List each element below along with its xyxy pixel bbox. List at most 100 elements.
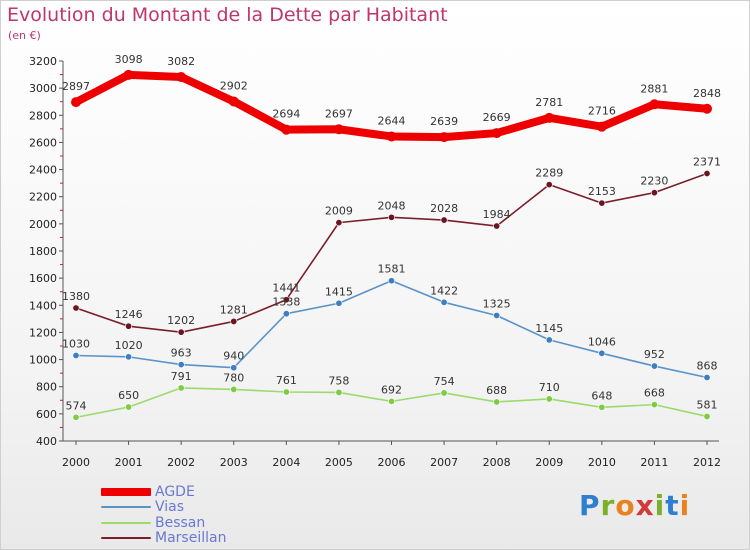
data-point-bessan bbox=[598, 403, 606, 411]
data-point-agde bbox=[491, 128, 502, 139]
legend-item-agde: AGDE bbox=[101, 484, 226, 500]
data-label-bessan: 668 bbox=[644, 387, 665, 400]
data-point-bessan bbox=[125, 403, 133, 411]
data-point-bessan bbox=[703, 412, 711, 420]
data-label-marseillan: 2048 bbox=[378, 199, 406, 212]
data-label-agde: 3082 bbox=[167, 55, 195, 68]
y-tick-label: 2800 bbox=[29, 109, 57, 122]
data-label-vias: 1325 bbox=[483, 297, 511, 310]
data-point-vias bbox=[440, 298, 448, 306]
data-point-agde bbox=[228, 96, 239, 107]
legend-item-vias: Vias bbox=[101, 499, 226, 515]
data-label-marseillan: 2371 bbox=[693, 156, 721, 169]
data-label-bessan: 574 bbox=[66, 399, 87, 412]
x-tick-label: 2011 bbox=[640, 456, 668, 469]
data-label-vias: 1020 bbox=[115, 339, 143, 352]
data-label-vias: 952 bbox=[644, 348, 665, 361]
series-line-vias bbox=[75, 279, 708, 379]
data-label-agde: 3098 bbox=[115, 53, 143, 66]
data-point-vias bbox=[72, 351, 80, 359]
data-point-marseillan bbox=[177, 328, 185, 336]
data-label-bessan: 710 bbox=[539, 381, 560, 394]
data-point-agde bbox=[596, 121, 607, 132]
data-label-marseillan: 2028 bbox=[430, 202, 458, 215]
data-point-vias bbox=[493, 311, 501, 319]
y-tick-label: 2000 bbox=[29, 218, 57, 231]
data-label-agde: 2669 bbox=[483, 111, 511, 124]
data-point-vias bbox=[125, 353, 133, 361]
legend-label: Bessan bbox=[155, 514, 206, 531]
data-point-bessan bbox=[72, 413, 80, 421]
chart-subtitle: (en €) bbox=[8, 29, 41, 42]
data-point-marseillan bbox=[598, 199, 606, 207]
y-tick-label: 1600 bbox=[29, 272, 57, 285]
data-point-vias bbox=[703, 373, 711, 381]
data-point-marseillan bbox=[125, 322, 133, 330]
legend-swatch bbox=[101, 537, 151, 540]
data-point-bessan bbox=[282, 388, 290, 396]
legend-label: Marseillan bbox=[155, 530, 227, 547]
data-point-bessan bbox=[545, 395, 553, 403]
data-label-bessan: 758 bbox=[328, 374, 349, 387]
brand-letter: P bbox=[579, 489, 601, 522]
legend: AGDE Vias Bessan Marseillan bbox=[101, 484, 226, 546]
y-tick-label: 3000 bbox=[29, 82, 57, 95]
x-tick-label: 2002 bbox=[167, 456, 195, 469]
data-label-vias: 1422 bbox=[430, 284, 458, 297]
y-tick-label: 1000 bbox=[29, 354, 57, 367]
data-point-bessan bbox=[230, 385, 238, 393]
data-point-agde bbox=[176, 72, 187, 83]
data-label-vias: 1415 bbox=[325, 285, 353, 298]
legend-swatch bbox=[101, 506, 151, 509]
data-label-bessan: 791 bbox=[171, 370, 192, 383]
data-label-bessan: 754 bbox=[434, 375, 455, 388]
data-label-marseillan: 2153 bbox=[588, 185, 616, 198]
brand-logo: Proxiti bbox=[579, 489, 690, 522]
data-point-marseillan bbox=[650, 189, 658, 197]
data-label-agde: 2902 bbox=[220, 79, 248, 92]
data-point-marseillan bbox=[703, 170, 711, 178]
data-point-marseillan bbox=[545, 181, 553, 189]
y-tick-label: 1400 bbox=[29, 299, 57, 312]
y-tick-label: 800 bbox=[36, 381, 57, 394]
brand-letter: x bbox=[635, 489, 655, 522]
data-point-bessan bbox=[387, 397, 395, 405]
data-point-marseillan bbox=[72, 304, 80, 312]
data-point-agde bbox=[439, 132, 450, 143]
x-tick-label: 2005 bbox=[325, 456, 353, 469]
x-tick-label: 2009 bbox=[535, 456, 563, 469]
legend-swatch bbox=[101, 521, 151, 524]
data-label-agde: 2639 bbox=[430, 115, 458, 128]
data-point-bessan bbox=[177, 384, 185, 392]
data-label-vias: 1581 bbox=[378, 263, 406, 276]
x-tick-label: 2010 bbox=[588, 456, 616, 469]
x-tick-label: 2003 bbox=[220, 456, 248, 469]
data-point-bessan bbox=[440, 389, 448, 397]
data-point-bessan bbox=[335, 388, 343, 396]
legend-swatch bbox=[101, 487, 151, 496]
data-point-marseillan bbox=[493, 222, 501, 230]
data-label-marseillan: 2009 bbox=[325, 205, 353, 218]
data-label-marseillan: 1380 bbox=[62, 290, 90, 303]
legend-label: AGDE bbox=[155, 483, 195, 500]
data-point-agde bbox=[544, 112, 555, 123]
data-label-agde: 2781 bbox=[535, 96, 563, 109]
data-label-bessan: 650 bbox=[118, 389, 139, 402]
data-point-marseillan bbox=[440, 216, 448, 224]
data-label-vias: 940 bbox=[223, 350, 244, 363]
data-point-agde bbox=[71, 97, 81, 108]
brand-letter: o bbox=[615, 489, 636, 522]
data-label-marseillan: 1246 bbox=[115, 308, 143, 321]
data-label-vias: 1046 bbox=[588, 335, 616, 348]
data-point-vias bbox=[230, 364, 238, 372]
x-tick-label: 2006 bbox=[378, 456, 406, 469]
data-label-marseillan: 1281 bbox=[220, 303, 248, 316]
x-tick-label: 2012 bbox=[693, 456, 721, 469]
x-tick-label: 2000 bbox=[62, 456, 90, 469]
y-tick-label: 1800 bbox=[29, 245, 57, 258]
data-point-agde bbox=[281, 124, 292, 135]
data-point-vias bbox=[387, 277, 395, 285]
data-label-bessan: 761 bbox=[276, 374, 297, 387]
data-point-marseillan bbox=[335, 219, 343, 227]
